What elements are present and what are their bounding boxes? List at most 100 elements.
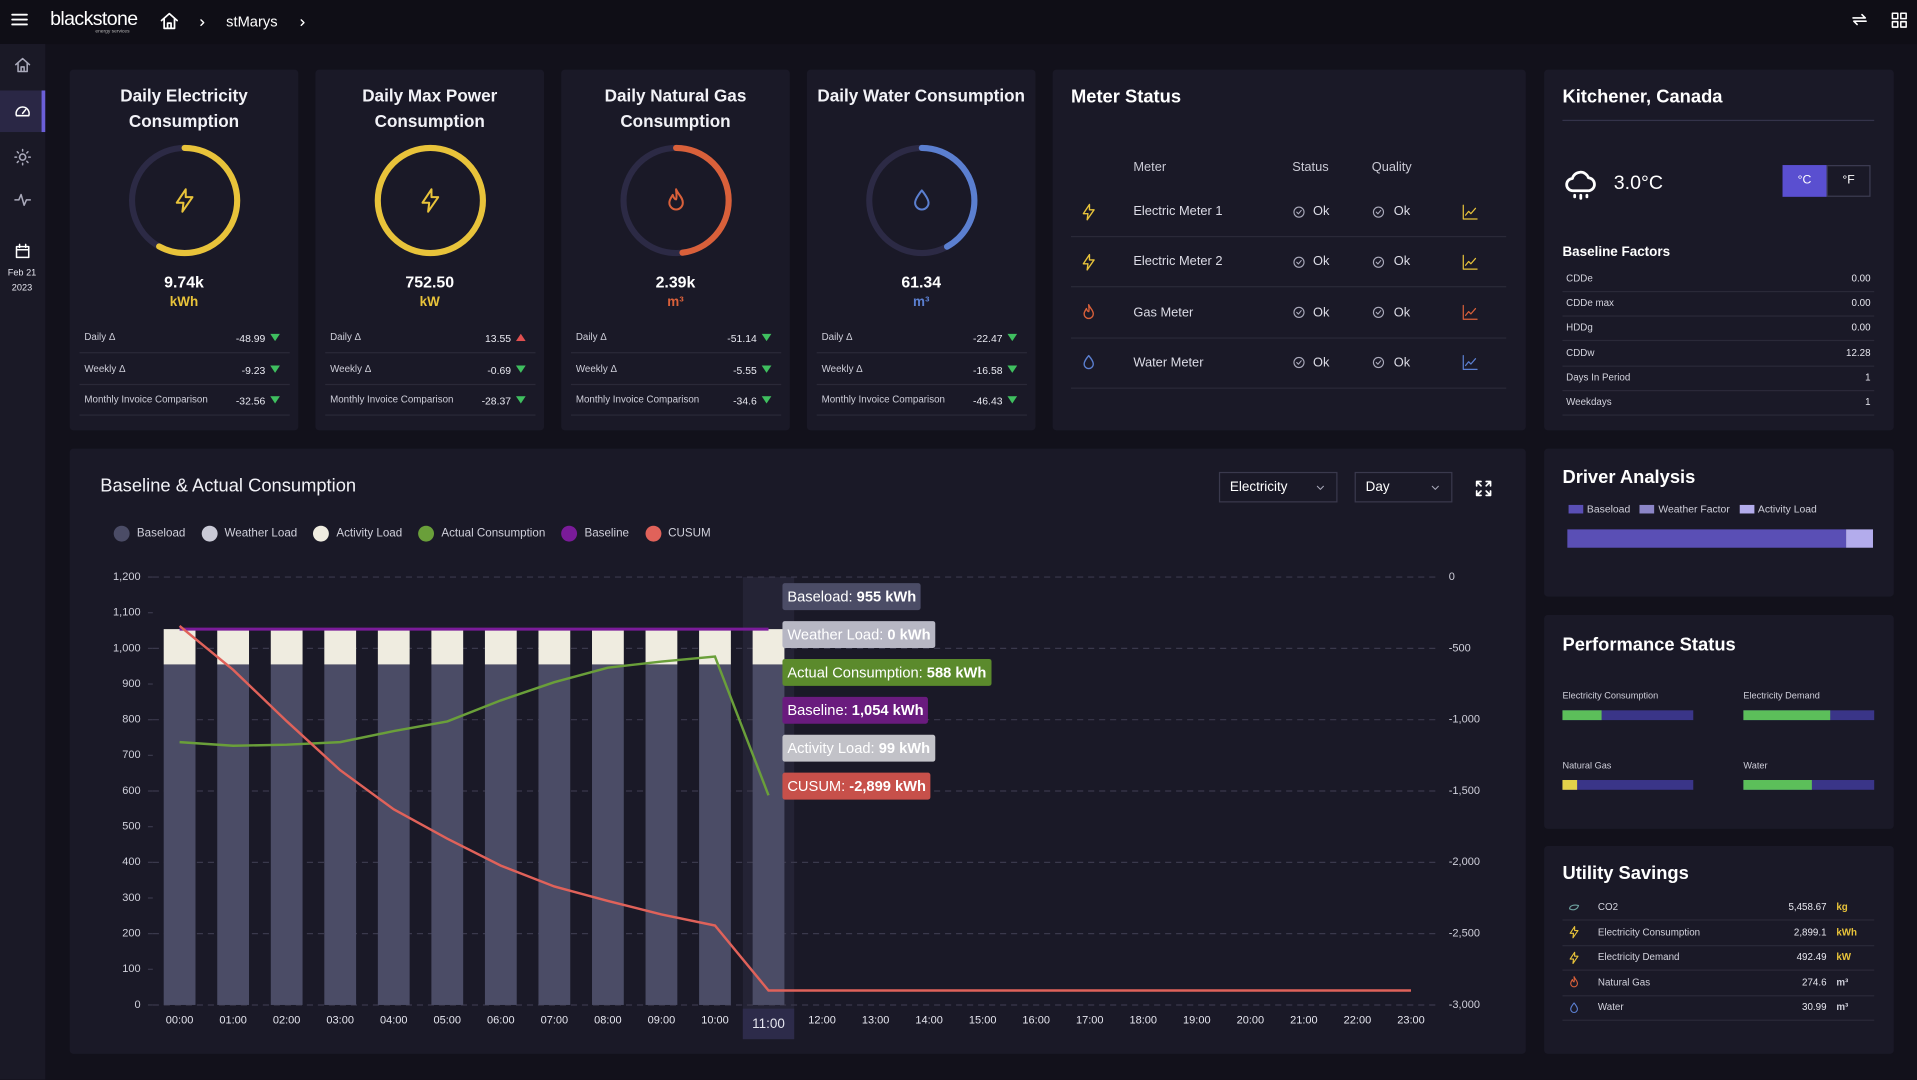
x-tick-label: 16:00 <box>1022 1015 1050 1027</box>
icon-stroke <box>1568 951 1578 964</box>
icon-stroke <box>175 188 193 213</box>
arrow <box>1007 333 1018 342</box>
trend-icon[interactable] <box>1460 202 1478 220</box>
trend-down <box>270 333 280 342</box>
check-icon <box>1292 357 1304 369</box>
performance-track <box>1562 710 1694 721</box>
dropdown[interactable] <box>1218 471 1338 503</box>
bar-segment <box>324 629 357 665</box>
unit-button[interactable] <box>1782 165 1827 197</box>
icon-stroke <box>13 193 31 206</box>
factor-label: CDDe <box>1566 272 1593 284</box>
meter-status: Ok <box>1313 304 1330 320</box>
icon-stroke <box>1891 11 1907 28</box>
legend-item[interactable]: Actual Consumption <box>418 525 545 542</box>
unit-label[interactable]: °C <box>1797 173 1812 188</box>
factor-value: 12.28 <box>1846 346 1871 358</box>
y-tick-label: 1,000 <box>113 642 141 654</box>
x-tick-label: 15:00 <box>969 1015 997 1027</box>
kpi-card <box>806 69 1036 431</box>
tooltip-value: 99 kWh <box>878 739 931 757</box>
meter-status: Ok <box>1313 355 1330 370</box>
dropdown-label[interactable]: Day <box>1365 479 1390 495</box>
icon-stroke <box>13 148 31 165</box>
savings-label: Water <box>1597 1001 1624 1013</box>
row-divider <box>1070 235 1507 238</box>
meter-card <box>1052 69 1526 431</box>
breadcrumb[interactable]: stMarys <box>226 13 278 31</box>
icon-stroke <box>14 57 30 72</box>
arrow <box>515 333 526 342</box>
unit-label[interactable]: °F <box>1842 173 1855 188</box>
legend-dot <box>561 525 578 542</box>
x-tick-label: 08:00 <box>594 1015 622 1027</box>
brand: blackstone <box>50 9 138 30</box>
row-divider <box>816 383 1027 385</box>
y2-tick-label: -2,000 <box>1449 856 1480 868</box>
y-tick-label: 500 <box>122 821 140 833</box>
chart-plot: 0 -500 -1,000 -1,500 -2,000 -2,500 -3,000 0 100 2… <box>113 571 1480 1040</box>
trend-icon[interactable] <box>1460 354 1478 372</box>
row-label: Daily Δ <box>330 331 362 343</box>
title-divider <box>1562 119 1875 122</box>
trend-icon[interactable] <box>1460 303 1478 321</box>
row-divider <box>1562 994 1875 996</box>
column-header: Quality <box>1371 159 1412 175</box>
row-label: Monthly Invoice Comparison <box>575 393 700 405</box>
icon-stroke <box>1295 310 1302 315</box>
dropdown-label[interactable]: Electricity <box>1229 479 1288 495</box>
trend-down <box>761 396 772 404</box>
bar-segment <box>431 664 464 1005</box>
bolt-icon <box>1082 253 1095 271</box>
y2-tick-label: 0 <box>1449 571 1455 583</box>
kpi-unit: kW <box>419 295 440 310</box>
unit-button[interactable] <box>1826 165 1871 197</box>
legend-item[interactable]: CUSUM <box>644 525 711 542</box>
dropdown[interactable] <box>1354 471 1453 503</box>
sun-icon <box>13 148 31 165</box>
tagline: energy services <box>95 27 130 34</box>
icon-stroke <box>913 189 929 211</box>
row-divider <box>1562 1019 1875 1021</box>
icon-stroke <box>1569 1001 1578 1013</box>
bar-segment <box>484 629 517 665</box>
icon-stroke <box>1295 360 1302 366</box>
gauge-icon <box>14 105 30 116</box>
factor-value: 0.00 <box>1851 272 1871 284</box>
home-icon <box>14 57 30 72</box>
driver-segment <box>1567 529 1846 548</box>
meter-status: Ok <box>1313 203 1330 219</box>
card-title: Meter Status <box>1070 86 1182 108</box>
check-icon <box>1372 357 1384 369</box>
savings-label: Electricity Demand <box>1597 951 1680 963</box>
driver-segment <box>1845 529 1873 548</box>
tooltip-item: Baseline: 1,054 kWh <box>782 696 929 724</box>
check-icon <box>1372 306 1384 319</box>
legend-item[interactable]: Baseload <box>113 525 185 542</box>
trend-down <box>761 364 772 373</box>
x-tick-label: 19:00 <box>1183 1015 1211 1027</box>
bar-segment <box>752 629 785 665</box>
trend-icon[interactable] <box>1460 253 1478 271</box>
legend-item[interactable]: Activity Load <box>313 525 402 542</box>
legend-item[interactable]: Weather Factor <box>1640 502 1730 515</box>
trend-down <box>270 396 280 404</box>
row-divider <box>1070 336 1507 339</box>
performance-track <box>1562 780 1694 790</box>
kpi-value: 9.74k <box>164 272 204 292</box>
legend-item[interactable]: Activity Load <box>1739 502 1817 515</box>
row-divider <box>1562 365 1875 367</box>
x-tick-label: 21:00 <box>1290 1015 1318 1027</box>
bar-segment <box>270 664 303 1005</box>
kpi-unit: m³ <box>667 295 684 310</box>
row-divider <box>1562 969 1875 971</box>
legend-item[interactable]: Baseload <box>1568 502 1630 515</box>
legend-item[interactable]: Weather Load <box>201 525 297 542</box>
legend-item[interactable]: Baseline <box>561 525 629 542</box>
section-title: Baseline Factors <box>1562 245 1671 260</box>
performance-fill <box>1562 710 1602 721</box>
bar-segment <box>592 664 624 1005</box>
arrow <box>761 396 772 404</box>
pulse-icon <box>13 193 31 206</box>
